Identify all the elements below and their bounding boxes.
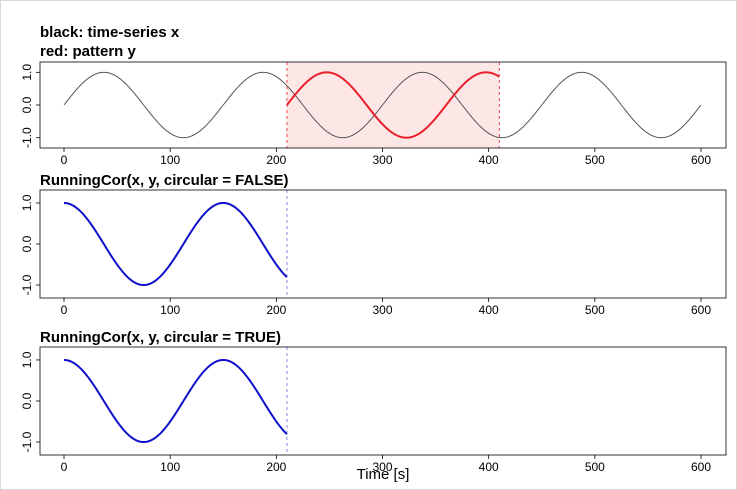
panel-runningcor-noncircular: RunningCor(x, y, circular = FALSE) 0 100 2…	[20, 172, 727, 317]
series-line-1	[286, 71, 500, 139]
x-tick-label-0: 0	[61, 303, 68, 317]
y-tick-label-1: 0.0	[20, 392, 34, 409]
y-tick-label-1: 0.0	[20, 235, 34, 252]
panel-runningcor-circular: RunningCor(x, y, circular = TRUE) 0 100 20…	[20, 329, 727, 483]
x-tick-label-100: 100	[160, 460, 180, 474]
y-tick-label-0: -1.0	[20, 431, 34, 452]
panel2-title: RunningCor(x, y, circular = FALSE)	[40, 172, 289, 189]
x-tick-label-500: 500	[585, 303, 605, 317]
y-tick-label-2: 1.0	[20, 194, 34, 211]
y-tick-label-2: 1.0	[20, 351, 34, 368]
y-tick-label-2: 1.0	[20, 64, 34, 81]
y-tick-label-0: -1.0	[20, 127, 34, 148]
y-tick-label-0: -1.0	[20, 274, 34, 295]
x-tick-label-300: 300	[372, 460, 392, 474]
x-tick-label-500: 500	[585, 153, 605, 167]
series-line-0	[63, 358, 288, 444]
x-tick-label-600: 600	[691, 303, 711, 317]
x-tick-label-300: 300	[372, 303, 392, 317]
x-tick-label-200: 200	[266, 303, 286, 317]
x-tick-label-0: 0	[61, 460, 68, 474]
x-tick-label-100: 100	[160, 303, 180, 317]
panel1-title-line2: red: pattern y	[40, 43, 137, 60]
x-tick-label-100: 100	[160, 153, 180, 167]
x-tick-label-200: 200	[266, 460, 286, 474]
plot-box	[39, 346, 727, 456]
panel3-title: RunningCor(x, y, circular = TRUE)	[40, 329, 281, 346]
x-tick-label-500: 500	[585, 460, 605, 474]
x-tick-label-400: 400	[479, 153, 499, 167]
series-line-0	[63, 71, 702, 139]
x-tick-label-600: 600	[691, 460, 711, 474]
y-tick-label-1: 0.0	[20, 96, 34, 113]
x-tick-label-0: 0	[61, 153, 68, 167]
plot-box	[39, 189, 727, 299]
x-tick-label-300: 300	[372, 153, 392, 167]
x-tick-label-400: 400	[479, 460, 499, 474]
x-tick-label-200: 200	[266, 153, 286, 167]
x-tick-label-400: 400	[479, 303, 499, 317]
panel1-title-line1: black: time-series x	[40, 24, 180, 41]
panel-time-series: black: time-series x red: pattern y 0 100…	[20, 24, 727, 167]
series-line-0	[63, 201, 288, 287]
x-axis-label: Time [s]	[357, 466, 410, 483]
x-tick-label-600: 600	[691, 153, 711, 167]
